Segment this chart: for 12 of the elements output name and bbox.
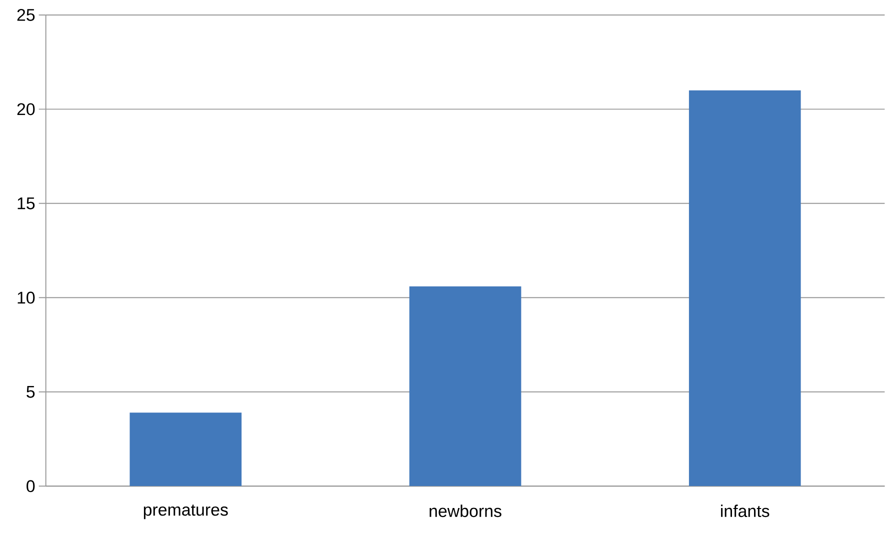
bar [688, 90, 801, 486]
y-tick-label: 25 [17, 8, 35, 21]
y-tick-label: 15 [18, 198, 35, 210]
y-tick-label: 0 [26, 480, 35, 492]
y-tick-label: 20 [17, 103, 35, 116]
bar [409, 286, 522, 486]
y-tick-label: 5 [26, 386, 35, 398]
x-tick-label: infants [721, 504, 770, 518]
y-tick-label: 10 [18, 292, 35, 304]
x-tick-label: newborns [430, 504, 502, 518]
bar [130, 412, 242, 486]
x-tick-label: prematures [144, 504, 228, 520]
